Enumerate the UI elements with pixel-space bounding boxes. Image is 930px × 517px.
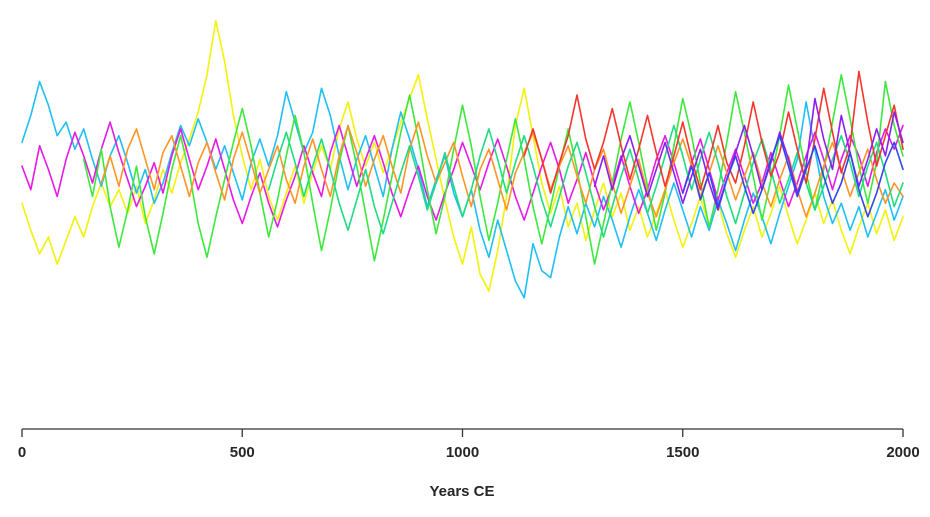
series-green-line [82, 74, 904, 265]
series-red-line [523, 70, 904, 194]
series-springgreen-line [267, 124, 904, 238]
series-magenta-line [21, 121, 904, 228]
x-axis-title: Years CE [429, 483, 494, 500]
x-tick-label: 0 [18, 444, 26, 461]
series-lines [21, 19, 904, 299]
series-blue-line [681, 134, 904, 218]
x-tick-label: 2000 [886, 444, 919, 461]
x-axis: 0 500 1000 1500 2000 [18, 428, 920, 461]
x-tick-label: 1000 [446, 444, 479, 461]
x-tick-label: 1500 [666, 444, 699, 461]
series-orange-line [100, 121, 904, 218]
x-tick-label: 500 [230, 444, 255, 461]
